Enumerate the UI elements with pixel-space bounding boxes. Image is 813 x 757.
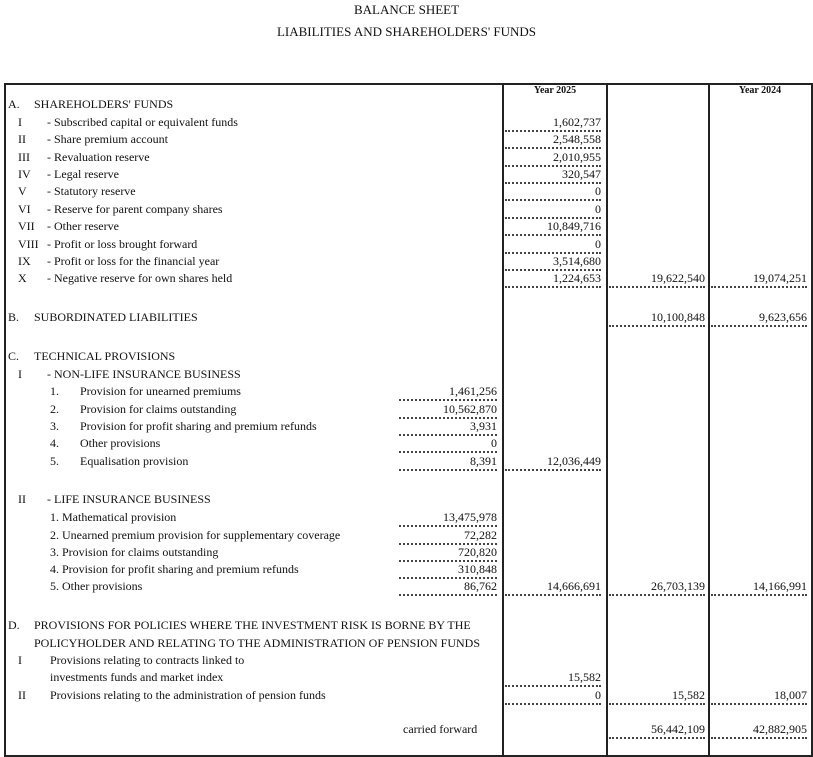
row-number: A. — [8, 97, 20, 111]
value-2024: 18,007 — [711, 688, 807, 705]
value-2024: 14,166,991 — [711, 579, 807, 596]
section-total-2025: 10,100,848 — [609, 310, 705, 327]
value-2025: 1,602,737 — [505, 115, 601, 132]
section-total-2025: 56,442,109 — [609, 722, 705, 739]
row-label: investments funds and market index — [50, 670, 224, 684]
row-label: - Revaluation reserve — [47, 150, 150, 164]
value-2025: 12,036,449 — [505, 454, 601, 471]
row-label: 4. Provision for profit sharing and prem… — [50, 562, 299, 576]
row-label: 1. Mathematical provision — [50, 510, 177, 524]
row-number: III — [18, 150, 30, 164]
row-number: II — [18, 132, 26, 146]
column-divider — [502, 83, 505, 757]
value-2024: 42,882,905 — [711, 722, 807, 739]
row-number: 1. — [50, 384, 59, 398]
row-label: - Other reserve — [47, 219, 119, 233]
row-label: SHAREHOLDERS' FUNDS — [34, 97, 174, 111]
section-total-2025: 15,582 — [609, 688, 705, 705]
row-number: II — [18, 492, 26, 506]
row-label: Other provisions — [80, 436, 161, 450]
value-2025: 0 — [505, 184, 601, 201]
value-2025: 320,547 — [505, 167, 601, 184]
row-number: I — [18, 115, 22, 129]
row-label: - LIFE INSURANCE BUSINESS — [47, 492, 211, 506]
value-2024: 9,623,656 — [711, 310, 807, 327]
value-2025: 2,010,955 — [505, 150, 601, 167]
section-total-2025: 19,622,540 — [609, 271, 705, 288]
row-label: Provision for profit sharing and premium… — [80, 419, 317, 433]
inner-value: 86,762 — [399, 579, 497, 596]
inner-value: 8,391 — [399, 454, 497, 471]
row-label: - Share premium account — [47, 132, 168, 146]
row-label: - Profit or loss for the financial year — [47, 254, 220, 268]
column-divider — [606, 83, 609, 757]
inner-value: 10,562,870 — [399, 402, 497, 419]
value-2024: 19,074,251 — [711, 271, 807, 288]
section-total-2025: 26,703,139 — [609, 579, 705, 596]
inner-value: 72,282 — [399, 528, 497, 545]
row-number: I — [18, 367, 22, 381]
row-label: PROVISIONS FOR POLICIES WHERE THE INVEST… — [34, 618, 471, 632]
row-number: VI — [18, 202, 31, 216]
row-label: - Reserve for parent company shares — [47, 202, 223, 216]
row-label: 5. Other provisions — [50, 579, 143, 593]
document-subtitle: LIABILITIES AND SHAREHOLDERS' FUNDS — [276, 24, 537, 39]
inner-value: 13,475,978 — [399, 510, 497, 527]
value-2025: 15,582 — [505, 670, 601, 687]
row-number: 5. — [50, 454, 59, 468]
row-number: 3. — [50, 419, 59, 433]
value-2025: 14,666,691 — [505, 579, 601, 596]
inner-value: 3,931 — [399, 419, 497, 436]
row-number: IX — [18, 254, 31, 268]
column-divider — [708, 83, 711, 757]
row-label: Provisions relating to the administratio… — [50, 688, 326, 702]
row-number: VII — [18, 219, 35, 233]
row-label: Equalisation provision — [80, 454, 189, 468]
inner-value: 0 — [399, 436, 497, 453]
row-label: - NON-LIFE INSURANCE BUSINESS — [47, 367, 241, 381]
inner-value: 310,848 — [399, 562, 497, 579]
value-2025: 0 — [505, 202, 601, 219]
row-label: SUBORDINATED LIABILITIES — [34, 310, 198, 324]
row-label: carried forward — [403, 722, 478, 736]
balance-table-frame — [4, 83, 813, 757]
row-number: C. — [8, 349, 20, 363]
value-2025: 10,849,716 — [505, 219, 601, 236]
row-number: 4. — [50, 436, 59, 450]
row-number: B. — [8, 310, 20, 324]
row-number: IV — [18, 167, 31, 181]
value-2025: 2,548,558 — [505, 132, 601, 149]
document-title: BALANCE SHEET — [353, 2, 460, 17]
row-label: Provision for unearned premiums — [80, 384, 241, 398]
column-header-year-2024: Year 2024 — [738, 85, 782, 96]
row-label: TECHNICAL PROVISIONS — [34, 349, 176, 363]
row-number: X — [18, 271, 27, 285]
row-label: - Profit or loss brought forward — [47, 237, 198, 251]
value-2025: 0 — [505, 237, 601, 254]
row-label: - Negative reserve for own shares held — [47, 271, 233, 285]
column-header-year-2025: Year 2025 — [533, 85, 577, 96]
row-number: I — [18, 653, 22, 667]
row-number: II — [18, 688, 26, 702]
value-2025: 1,224,653 — [505, 271, 601, 288]
row-label: Provision for claims outstanding — [80, 402, 237, 416]
row-label: - Legal reserve — [47, 167, 119, 181]
row-number: VIII — [18, 237, 39, 251]
value-2025: 3,514,680 — [505, 254, 601, 271]
row-label: 2. Unearned premium provision for supple… — [50, 528, 341, 542]
row-number: V — [18, 184, 27, 198]
inner-value: 720,820 — [399, 545, 497, 562]
row-label: - Statutory reserve — [47, 184, 136, 198]
row-label: - Subscribed capital or equivalent funds — [47, 115, 238, 129]
row-number: 2. — [50, 402, 59, 416]
value-2025: 0 — [505, 688, 601, 705]
row-label: 3. Provision for claims outstanding — [50, 545, 219, 559]
row-label: POLICYHOLDER AND RELATING TO THE ADMINIS… — [34, 636, 481, 650]
row-number: D. — [8, 618, 20, 632]
row-label: Provisions relating to contracts linked … — [50, 653, 245, 667]
inner-value: 1,461,256 — [399, 384, 497, 401]
